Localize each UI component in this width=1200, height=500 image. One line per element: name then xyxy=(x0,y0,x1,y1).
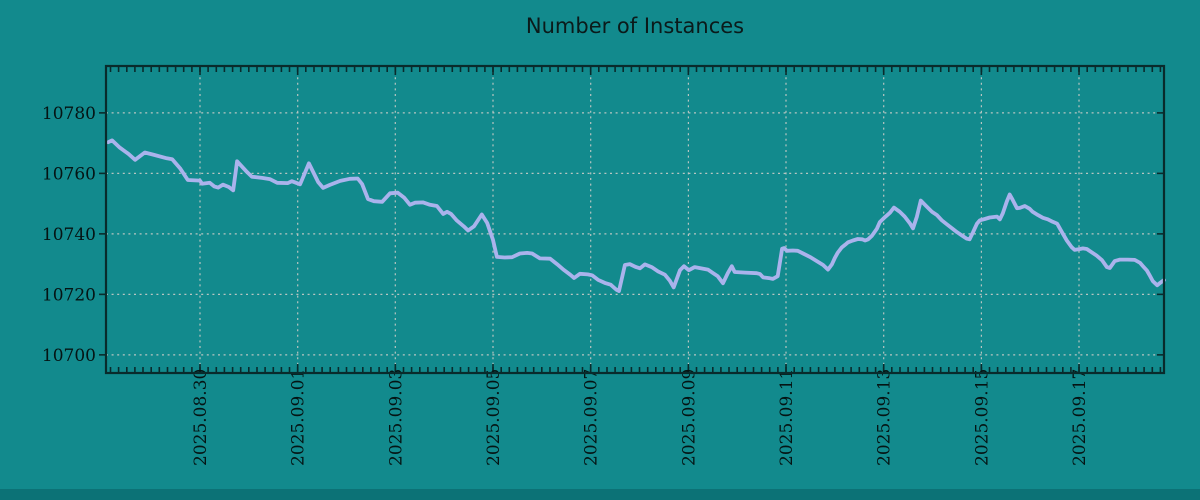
y-tick-label: 10700 xyxy=(42,346,96,366)
x-tick-label: 2025.09.05 xyxy=(484,369,504,466)
x-tick-label: 2025.09.09 xyxy=(679,369,699,466)
x-tick-label: 2025.09.01 xyxy=(289,369,309,466)
x-tick-label: 2025.09.03 xyxy=(386,369,406,466)
y-tick-label: 10720 xyxy=(42,285,96,305)
y-tick-label: 10740 xyxy=(42,225,96,245)
x-tick-label: 2025.09.07 xyxy=(582,369,602,466)
chart-title: Number of Instances xyxy=(525,14,745,38)
x-tick-label: 2025.09.11 xyxy=(777,369,797,466)
y-tick-label: 10760 xyxy=(42,164,96,184)
x-tick-label: 2025.09.15 xyxy=(972,369,992,466)
bottom-strip xyxy=(0,489,1200,500)
y-tick-label: 10780 xyxy=(42,104,96,124)
plot-frame xyxy=(104,64,1166,375)
x-tick-label: 2025.08.30 xyxy=(191,369,211,466)
x-tick-label: 2025.09.13 xyxy=(875,369,895,466)
x-tick-label: 2025.09.17 xyxy=(1070,369,1090,466)
series-line xyxy=(106,138,1166,293)
